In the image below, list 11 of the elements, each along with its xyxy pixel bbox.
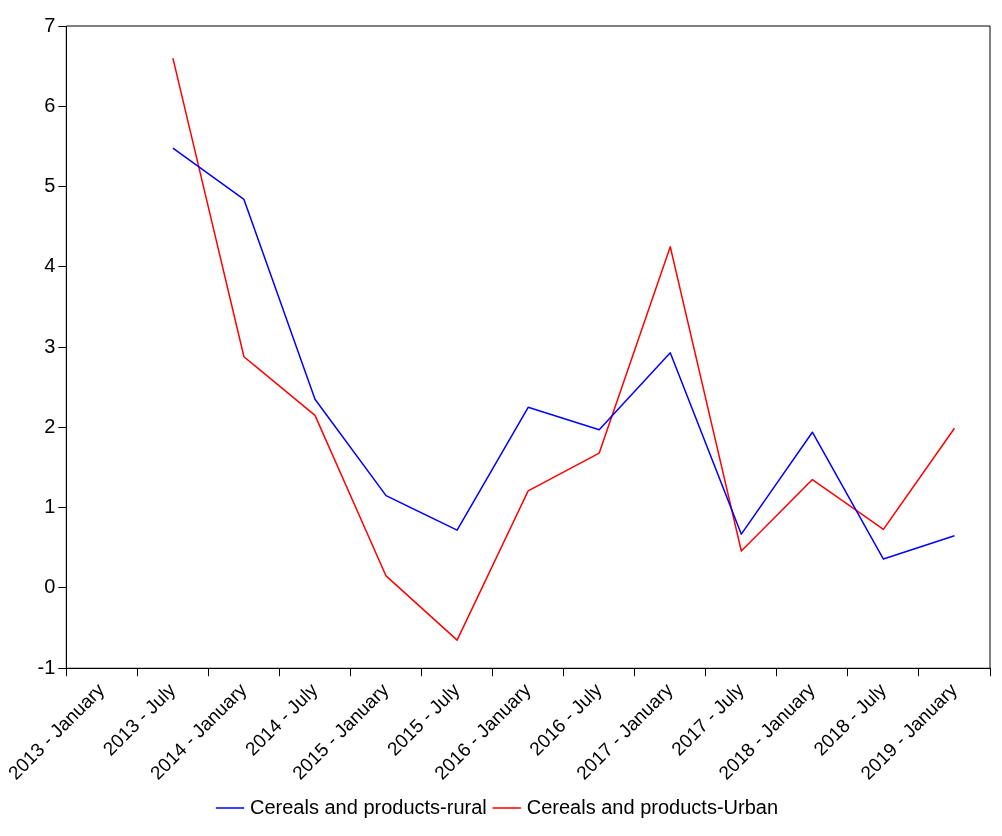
y-tick-label: 3: [44, 334, 56, 357]
y-tick-label: 6: [44, 93, 56, 116]
y-tick-label: 0: [44, 575, 56, 598]
y-tick-label: 5: [44, 174, 56, 197]
y-tick-label: 4: [44, 254, 56, 277]
y-tick-label: 1: [44, 495, 56, 518]
y-tick-label: 7: [44, 13, 56, 36]
legend-label: Cereals and products-Urban: [526, 795, 779, 818]
y-tick-label: -1: [37, 655, 56, 678]
legend-label: Cereals and products-rural: [249, 795, 487, 818]
y-tick-label: 2: [44, 414, 56, 437]
